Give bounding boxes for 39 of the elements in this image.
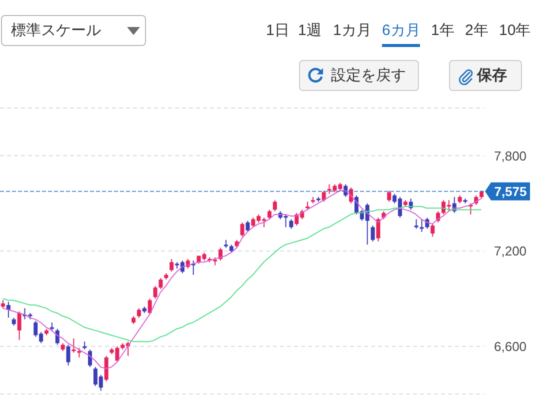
- candlestick: [387, 190, 392, 202]
- y-tick-label: 7,200: [494, 244, 527, 259]
- text: 1週: [298, 22, 322, 38]
- candlestick: [72, 338, 76, 354]
- candlestick: [66, 344, 70, 366]
- candlestick: [170, 258, 174, 272]
- text: 1年: [431, 22, 454, 38]
- candlestick: [77, 347, 82, 358]
- candlestick: [246, 220, 250, 232]
- candlestick: [17, 310, 22, 340]
- candlestick: [289, 218, 294, 230]
- candlestick: [136, 308, 141, 318]
- ref-line-label: 7,575: [494, 184, 527, 200]
- candlestick: [153, 285, 158, 300]
- line-series: [2, 190, 482, 370]
- save-button: 保存: [449, 60, 522, 91]
- candlestick: [272, 200, 277, 212]
- text: 1日: [266, 22, 290, 38]
- candlestick: [158, 278, 163, 290]
- text: 6カ月: [382, 22, 420, 38]
- candlestick: [420, 218, 424, 232]
- candlestick: [267, 209, 272, 220]
- candlestick: [88, 349, 92, 368]
- candlestick: [6, 301, 10, 318]
- y-tick-label: 6,600: [494, 338, 527, 354]
- candlestick: [414, 218, 418, 230]
- candlestick: [370, 225, 375, 242]
- candlestick: [376, 217, 380, 242]
- candlestick: [191, 260, 196, 276]
- candlestick: [430, 223, 435, 238]
- y-tick-label: 7,800: [494, 148, 527, 164]
- candlestick: [322, 190, 326, 202]
- candlestick: [104, 355, 108, 382]
- text: 10年: [499, 22, 531, 38]
- text: 1カ月: [333, 22, 372, 38]
- reset-button: 設定を戻す: [299, 60, 419, 91]
- candlestick: [240, 222, 244, 238]
- text: 2年: [465, 22, 488, 38]
- scale-dropdown: 標準スケール: [1, 15, 146, 46]
